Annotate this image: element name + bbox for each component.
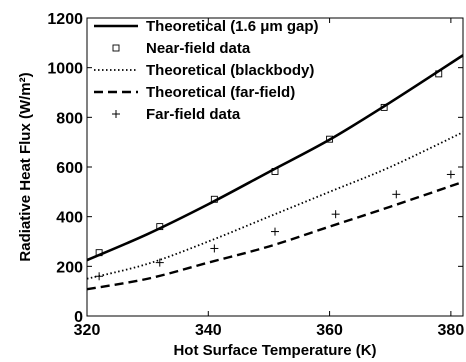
data-point-series-1	[156, 223, 164, 231]
legend-entry: Theoretical (1.6 μm gap)	[94, 18, 319, 35]
legend-entry: Theoretical (blackbody)	[94, 62, 314, 79]
legend-marker	[112, 110, 120, 118]
legend-label: Theoretical (far-field)	[146, 84, 295, 101]
data-point-series-1	[380, 103, 388, 111]
y-tick-label: 600	[56, 160, 83, 177]
data-point-series-4	[392, 190, 401, 199]
data-point-series-4	[155, 258, 164, 267]
legend-label: Near-field data	[146, 40, 251, 57]
legend-entry: Far-field data	[112, 106, 241, 123]
x-tick-label: 360	[316, 322, 343, 339]
x-axis-title: Hot Surface Temperature (K)	[173, 342, 376, 359]
y-tick-label: 800	[56, 110, 83, 127]
legend-entry: Near-field data	[112, 40, 251, 57]
legend-label: Theoretical (blackbody)	[146, 62, 314, 79]
series-line-3	[86, 180, 464, 291]
legend-entry: Theoretical (far-field)	[94, 84, 295, 101]
data-point-series-4	[331, 210, 340, 219]
data-point-series-4	[210, 244, 219, 253]
y-tick-label: 400	[56, 210, 83, 227]
legend: Theoretical (1.6 μm gap) Near-field data T…	[94, 18, 319, 123]
y-axis-title: Radiative Heat Flux (W/m²)	[17, 72, 34, 261]
data-point-series-1	[210, 195, 218, 203]
y-tick-label: 200	[56, 259, 83, 276]
x-tick-label: 340	[195, 322, 222, 339]
axis-ticks: 320 340 360 380 0 200 400 600 800 1000 1200	[47, 11, 464, 339]
y-tick-label: 0	[74, 309, 83, 326]
series-line-0	[86, 54, 464, 262]
y-tick-label: 1200	[47, 11, 83, 28]
legend-marker	[112, 44, 120, 52]
data-point-series-4	[446, 170, 455, 179]
data-point-series-1	[271, 168, 279, 175]
legend-label: Theoretical (1.6 μm gap)	[146, 18, 319, 35]
data-point-series-4	[271, 227, 279, 236]
x-tick-label: 380	[438, 322, 465, 339]
data-point-series-4	[95, 272, 104, 281]
series-line-2	[86, 131, 464, 280]
legend-label: Far-field data	[146, 106, 241, 123]
x-tick-label: 320	[74, 322, 101, 339]
y-tick-label: 1000	[47, 61, 83, 78]
series-layer	[86, 54, 464, 291]
data-point-series-1	[95, 249, 103, 257]
data-point-series-1	[435, 70, 443, 78]
data-point-series-1	[326, 135, 334, 143]
